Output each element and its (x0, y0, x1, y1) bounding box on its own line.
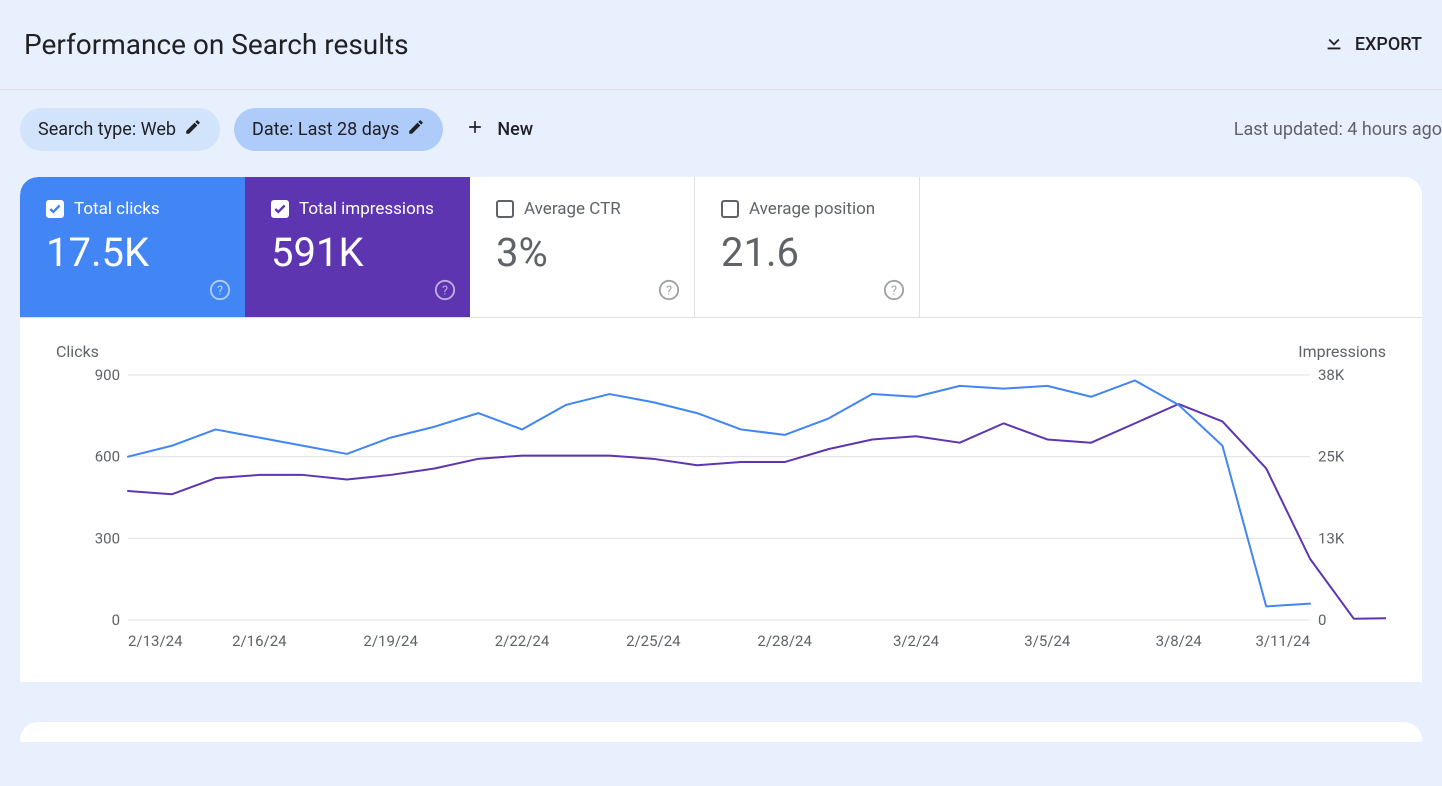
metric-head-position: Average position (721, 199, 899, 219)
pencil-icon (407, 118, 425, 141)
secondary-card (20, 722, 1422, 742)
svg-text:2/19/24: 2/19/24 (363, 632, 418, 650)
export-label: EXPORT (1355, 34, 1422, 55)
svg-text:3/8/24: 3/8/24 (1156, 632, 1203, 650)
metric-head-ctr: Average CTR (496, 199, 674, 219)
help-icon[interactable]: ? (434, 279, 456, 305)
metric-label-clicks: Total clicks (74, 199, 160, 219)
page-root: Performance on Search results EXPORT Sea… (0, 0, 1442, 742)
svg-text:2/16/24: 2/16/24 (232, 632, 287, 650)
svg-text:600: 600 (95, 448, 120, 466)
last-updated-text: Last updated: 4 hours ago (1234, 119, 1442, 140)
svg-text:?: ? (666, 284, 672, 299)
checkbox-unchecked-icon (496, 200, 514, 218)
metric-tile-impressions[interactable]: Total impressions 591K ? (245, 177, 470, 317)
help-icon[interactable]: ? (209, 279, 231, 305)
svg-text:2/13/24: 2/13/24 (128, 632, 183, 650)
filter-chip-date[interactable]: Date: Last 28 days (234, 108, 443, 151)
metric-tile-clicks[interactable]: Total clicks 17.5K ? (20, 177, 245, 317)
svg-text:3/11/24: 3/11/24 (1255, 632, 1310, 650)
pencil-icon (184, 118, 202, 141)
y-axis-right-title: Impressions (1298, 342, 1386, 361)
filter-date-text: Date: Last 28 days (252, 119, 399, 140)
filter-chip-search-type[interactable]: Search type: Web (20, 108, 220, 151)
metric-tile-position[interactable]: Average position 21.6 ? (695, 177, 920, 317)
svg-text:2/28/24: 2/28/24 (757, 632, 812, 650)
checkbox-unchecked-icon (721, 200, 739, 218)
help-icon[interactable]: ? (658, 279, 680, 305)
svg-text:38K: 38K (1318, 366, 1345, 384)
filter-search-type-text: Search type: Web (38, 119, 176, 140)
svg-text:13K: 13K (1318, 529, 1345, 547)
page-title: Performance on Search results (24, 28, 409, 61)
y-axis-left-title: Clicks (56, 342, 1386, 361)
export-button[interactable]: EXPORT (1323, 31, 1422, 58)
metric-head-impressions: Total impressions (271, 199, 450, 219)
metrics-row: Total clicks 17.5K ? Total impressions 5… (20, 177, 1422, 318)
metric-value-clicks: 17.5K (46, 229, 225, 276)
line-chart: 0 300 600 900 0 13K 25K 38K 2/13/24 2/16/24 2/19/2… (56, 361, 1386, 654)
help-icon[interactable]: ? (883, 279, 905, 305)
metric-value-ctr: 3% (496, 229, 674, 276)
metric-value-position: 21.6 (721, 229, 899, 276)
svg-text:0: 0 (1318, 611, 1326, 629)
svg-text:3/2/24: 3/2/24 (893, 632, 940, 650)
metric-label-position: Average position (749, 199, 875, 219)
add-filter-button[interactable]: New (457, 117, 533, 142)
svg-text:?: ? (891, 284, 897, 299)
checkbox-checked-icon (46, 200, 64, 218)
metric-label-impressions: Total impressions (299, 199, 434, 219)
svg-text:?: ? (442, 284, 448, 299)
metric-head-clicks: Total clicks (46, 199, 225, 219)
svg-text:2/25/24: 2/25/24 (626, 632, 681, 650)
download-icon (1323, 31, 1345, 58)
main-card: Total clicks 17.5K ? Total impressions 5… (20, 177, 1422, 682)
svg-text:?: ? (217, 284, 223, 299)
add-filter-label: New (497, 119, 533, 140)
svg-text:3/5/24: 3/5/24 (1024, 632, 1071, 650)
svg-text:900: 900 (95, 366, 120, 384)
checkbox-checked-icon (271, 200, 289, 218)
svg-text:300: 300 (95, 529, 120, 547)
plus-icon (465, 117, 485, 142)
svg-text:2/22/24: 2/22/24 (495, 632, 550, 650)
page-header: Performance on Search results EXPORT (0, 0, 1442, 90)
svg-text:25K: 25K (1318, 448, 1345, 466)
metric-label-ctr: Average CTR (524, 199, 621, 219)
svg-text:0: 0 (112, 611, 120, 629)
chart-area: Clicks Impressions 0 300 600 900 0 13K 25K 38K 2… (20, 318, 1422, 682)
metric-value-impressions: 591K (271, 229, 450, 276)
filters-row: Search type: Web Date: Last 28 days New … (0, 90, 1442, 169)
filters-left: Search type: Web Date: Last 28 days New (20, 108, 533, 151)
metric-tile-ctr[interactable]: Average CTR 3% ? (470, 177, 695, 317)
